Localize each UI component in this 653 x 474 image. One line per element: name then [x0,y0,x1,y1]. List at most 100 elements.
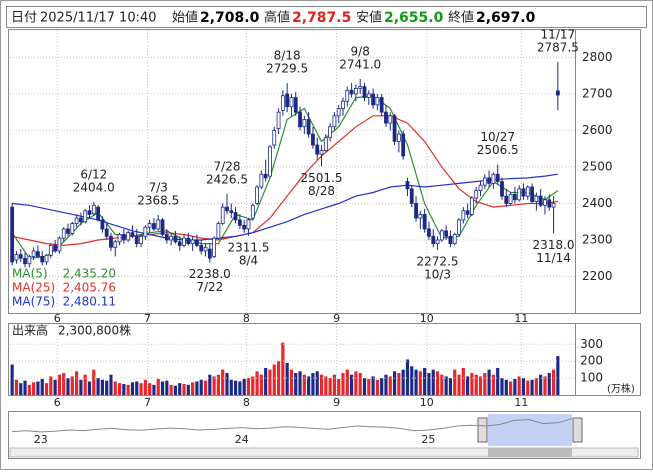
navigator-handle[interactable] [572,417,583,443]
x-tick-label: 11 [514,396,528,409]
annotation-price: 2426.5 [206,172,248,186]
volume-bar [435,371,440,395]
volume-bar [427,373,431,395]
candle-body [379,97,384,113]
candle-body [40,255,45,263]
volume-bar [517,376,521,395]
candle-body [104,228,109,237]
volume-bar [117,383,122,395]
volume-bar [173,385,178,395]
candle-body [323,137,328,151]
volume-bar [337,378,341,395]
volume-bar [221,369,225,395]
volume-bar [272,364,276,395]
candle-body [302,119,307,128]
volume-bar [156,378,160,395]
volume-bar [354,371,358,395]
volume-bar [203,380,208,395]
scrollbar[interactable] [9,447,639,458]
candle-body [143,226,148,237]
x-tick-label: 11 [514,312,528,325]
volume-bar [298,371,302,395]
candle-body [268,146,272,177]
legend-name: MA(75) [12,295,55,309]
candle-body [130,232,135,237]
volume-bar [216,374,220,395]
volume-bar [358,373,362,395]
y-tick-label: 100 [580,371,603,385]
header-date: 2025/11/17 10:40 [40,11,157,26]
candle-body [109,235,113,248]
volume-bar [302,374,306,395]
volume-bar [242,378,246,395]
candle-body [543,199,547,206]
volume-bar [289,369,294,395]
volume-bar [556,356,560,395]
annotation-date: 10/27 [480,130,515,144]
candle-body [551,203,556,208]
volume-bar [285,362,289,395]
volume-bar [19,383,23,395]
candle-body [203,246,208,252]
x-tick-label: 6 [54,312,61,325]
overview-line [11,418,573,433]
volume-bar [375,379,379,395]
volume-bar [259,374,263,395]
volume-bar [57,374,62,395]
volume-bar [474,374,478,395]
volume-bar [105,380,109,395]
candle-body [216,223,221,239]
volume-bar [100,379,104,395]
volume-bar [182,384,186,395]
volume-bar [551,369,556,395]
volume-bar [109,374,113,395]
candle-body [70,223,75,234]
volume-bar [75,371,79,395]
volume-bar [504,379,508,395]
navigator-selection[interactable] [488,414,572,446]
header-label: 高値 [264,10,290,26]
volume-bar [135,381,139,395]
volume-bar [539,374,543,395]
candle-body [229,210,234,213]
candle-body [177,241,182,246]
volume-bar [246,378,251,395]
candle-body [74,217,79,224]
scroll-thumb[interactable] [488,448,572,457]
legend-name: MA(5) [12,267,48,281]
volume-bar [423,367,427,395]
candle-body [504,195,509,204]
candle-body [388,115,393,124]
navigator-handle[interactable] [477,417,488,443]
candle-body [121,234,126,241]
candle-body [349,89,354,95]
ma-line [11,115,559,247]
candle-body [276,111,281,129]
legend-value: 2,405.76 [63,281,116,295]
candle-body [207,248,212,259]
candle-body [246,219,251,230]
volume-bar [294,373,298,395]
candle-body [547,199,552,208]
volume-bar [470,373,474,395]
candle-body [525,186,530,197]
candle-body [113,241,118,248]
price-panel [8,29,641,314]
volume-latest: 2,300,800株 [58,323,131,338]
candle-body [315,144,320,155]
candle-body [487,177,492,184]
volume-bar [83,374,87,395]
annotation-date: 7/28 [214,159,241,173]
volume-bar [126,384,130,395]
volume-bar [530,379,534,395]
candle-body [341,100,345,109]
legend-box [10,267,118,311]
candle-body [53,245,58,252]
candle-body [117,234,122,243]
candle-body [126,232,131,241]
volume-bar [410,366,414,395]
header-label: 始値 [172,10,198,26]
volume-bar [307,376,311,395]
x-tick-label: 8 [243,396,250,409]
volume-bar [44,383,49,395]
